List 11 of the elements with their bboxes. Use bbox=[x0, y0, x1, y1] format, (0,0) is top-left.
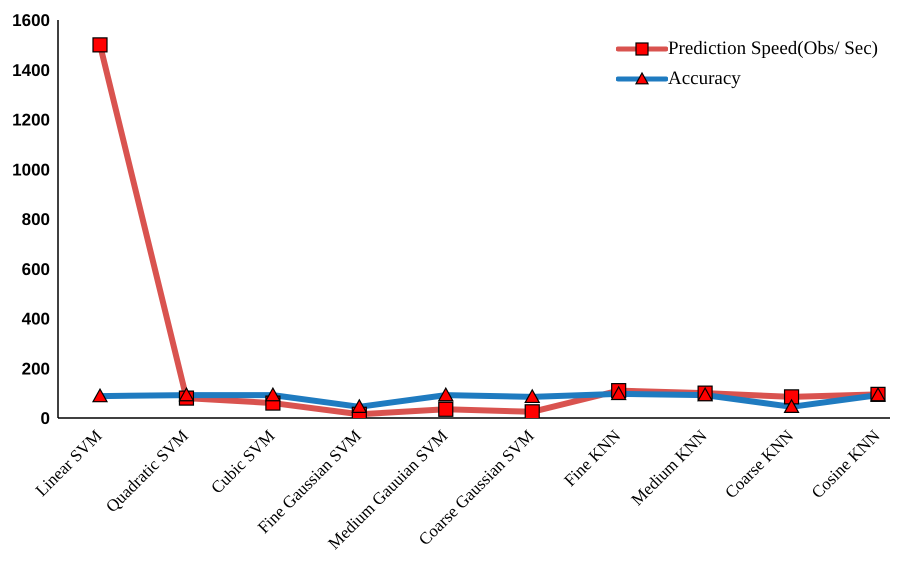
y-tick-label: 0 bbox=[40, 409, 50, 428]
y-tick-label: 1000 bbox=[12, 160, 50, 180]
y-tick-label: 600 bbox=[22, 260, 50, 279]
legend-label: Prediction Speed(Obs/ Sec) bbox=[668, 38, 878, 60]
y-tick-label: 1200 bbox=[12, 110, 50, 130]
y-tick-label: 1400 bbox=[12, 60, 50, 80]
legend-label: Accuracy bbox=[668, 68, 741, 90]
y-tick-label: 400 bbox=[22, 310, 50, 329]
y-tick-label: 200 bbox=[22, 359, 50, 378]
y-tick-label: 800 bbox=[22, 210, 50, 230]
y-tick-label: 1600 bbox=[12, 11, 50, 30]
